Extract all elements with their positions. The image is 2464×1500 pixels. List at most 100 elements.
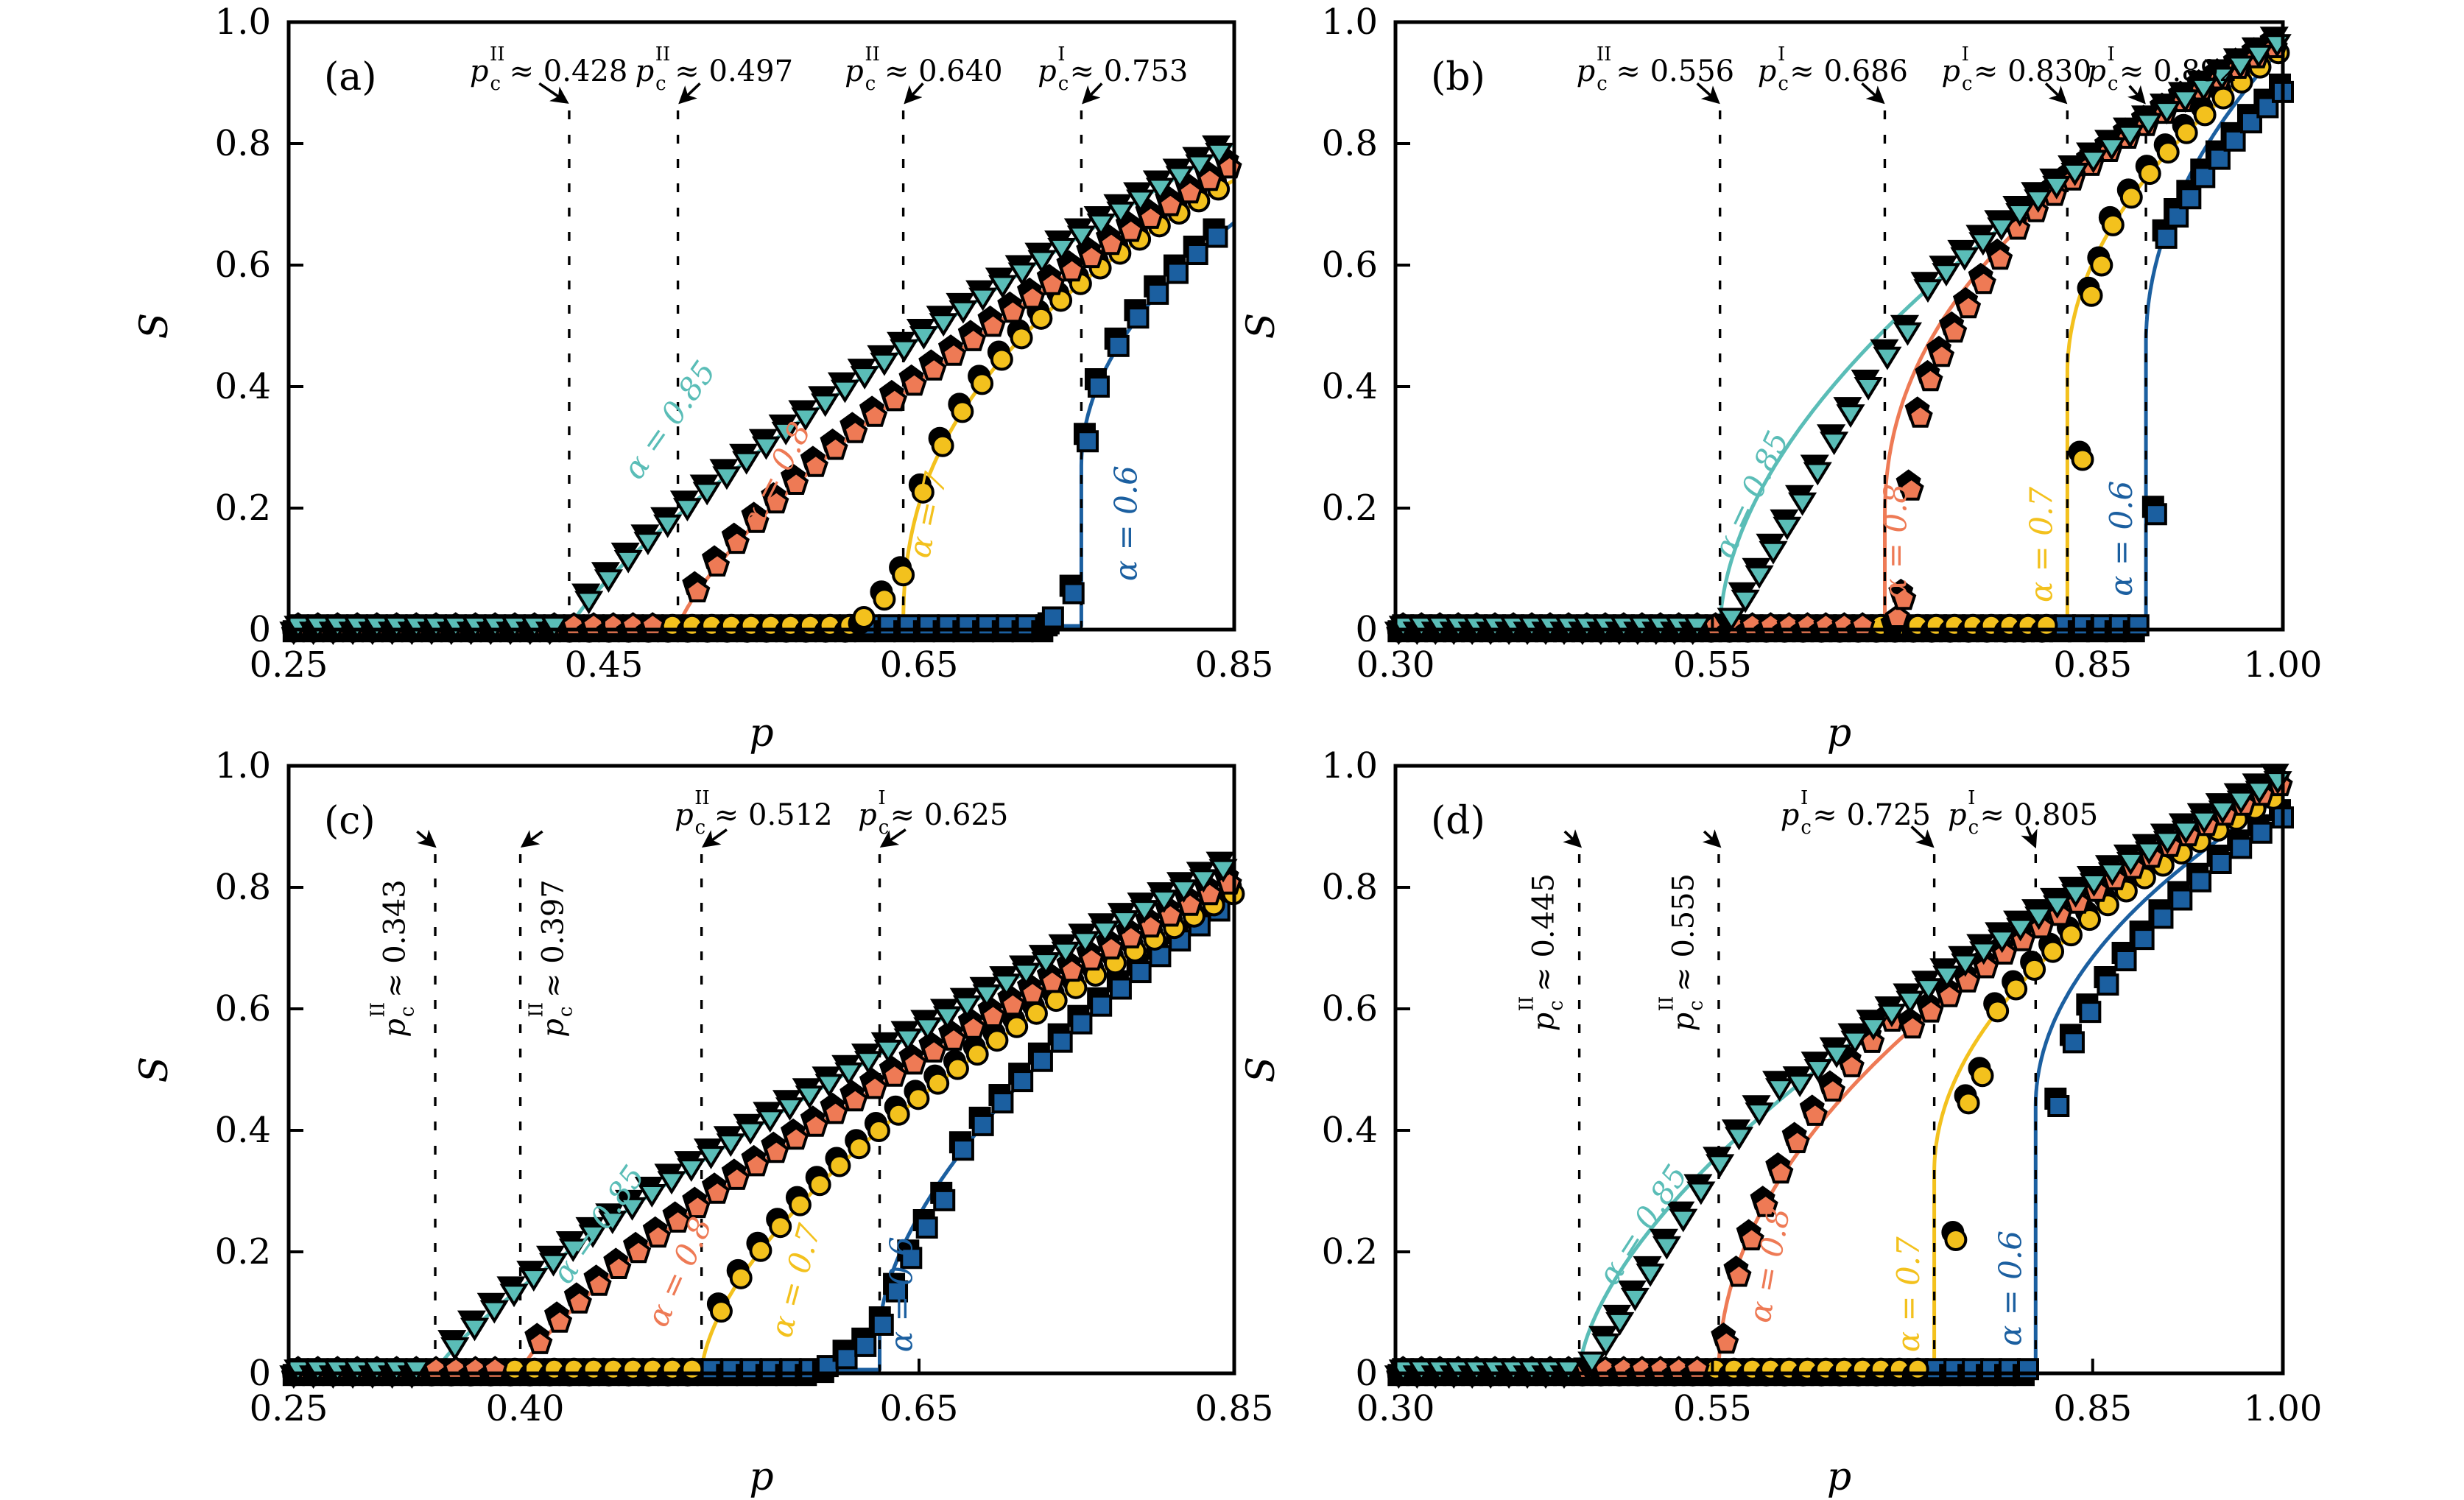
critical-point-label-c-0.512: pcII ≈ 0.512 <box>675 787 832 839</box>
x-tick-label: 0.45 <box>565 644 644 686</box>
y-axis-label: S <box>133 1057 177 1083</box>
annotation-arrow-0.640 <box>904 82 924 105</box>
y-axis-label: S <box>1239 1057 1284 1083</box>
y-tick-label: 1.0 <box>215 1 271 43</box>
critical-lines <box>1563 825 2038 1373</box>
x-tick-label: 0.25 <box>250 644 328 686</box>
y-tick-label: 0.8 <box>215 867 271 908</box>
x-axis-label: p <box>749 711 773 756</box>
critical-lines <box>1696 82 2147 630</box>
critical-point-label-d-0.555: pcII≈ 0.555 <box>1656 873 1708 1031</box>
annotation-arrow-0.753 <box>1082 82 1103 105</box>
critical-point-label-d-0.725: pcI ≈ 0.725 <box>1781 787 1931 839</box>
annotation-arrow-0.445 <box>1563 829 1583 848</box>
annotation-arrow-0.725 <box>1910 825 1935 848</box>
critical-point-label-a-0.497: pcII ≈ 0.497 <box>636 43 793 95</box>
annotation-arrow-0.397 <box>520 830 543 848</box>
critical-point-label-a-0.428: pcII ≈ 0.428 <box>470 43 627 95</box>
x-tick-label: 0.30 <box>1356 644 1435 686</box>
markers-alpha-0.85 <box>1384 764 2292 1390</box>
markers-alpha-0.8 <box>1386 764 2293 1386</box>
panel-a: 0.25 0.45 0.65 0.85 0 0.2 0.4 0.6 0.8 1.0 p S (a) pcI… <box>133 1 1273 756</box>
annotation-arrow-0.555 <box>1702 829 1722 848</box>
y-tick-label: 1.0 <box>1322 745 1378 786</box>
annotation-arrow-0.686 <box>1861 82 1885 105</box>
x-tick-label: 0.30 <box>1356 1388 1435 1429</box>
panel-letter-d: (d) <box>1431 799 1485 843</box>
y-axis-label: S <box>133 313 177 339</box>
axes-box <box>1393 20 2285 632</box>
y-tick-label: 0.8 <box>1322 867 1378 908</box>
panel-d: 0.30 0.55 0.85 1.00 0 0.2 0.4 0.6 0.8 1.0 p S (d) pcI… <box>1239 745 2322 1499</box>
annotation-arrow-0.892 <box>2127 85 2146 105</box>
panel-letter-a: (a) <box>324 55 377 99</box>
x-tick-label: 0.55 <box>1673 1388 1752 1429</box>
annotation-arrow-0.428 <box>538 82 569 104</box>
x-tick-label: 0.25 <box>250 1388 328 1429</box>
x-tick-label: 0.40 <box>486 1388 565 1429</box>
axes-box <box>286 764 1236 1376</box>
critical-point-label-c-0.397: pcII≈ 0.397 <box>525 879 577 1037</box>
curve-label-alpha-0.85: α = 0.85 <box>616 354 723 486</box>
y-axis-label: S <box>1239 313 1284 339</box>
critical-point-label-a-0.640: pcII ≈ 0.640 <box>845 43 1002 95</box>
critical-point-label-b-0.556: pcII ≈ 0.556 <box>1577 43 1734 95</box>
annotation-arrow-0.805 <box>2021 825 2038 849</box>
x-tick-label: 0.65 <box>880 1388 959 1429</box>
panel-c: 0.25 0.40 0.65 0.85 0 0.2 0.4 0.6 0.8 1.0 p S (c) pcI… <box>133 745 1273 1499</box>
y-tick-label: 0.8 <box>215 123 271 164</box>
data-markers <box>1384 764 2294 1390</box>
panel-letter-b: (b) <box>1431 55 1485 99</box>
y-tick-label: 0.4 <box>1322 1110 1378 1151</box>
annotation-arrow-0.512 <box>701 828 728 848</box>
x-axis-label: p <box>1827 1455 1851 1499</box>
y-tick-label: 0.6 <box>1322 988 1378 1029</box>
x-tick-label: 1.00 <box>2244 1388 2323 1429</box>
y-tick-label: 0 <box>1355 1353 1378 1394</box>
panel-b: 0.30 0.55 0.85 1.00 0 0.2 0.4 0.6 0.8 1.0 p S (b) pcI… <box>1239 1 2322 756</box>
x-tick-label: 0.85 <box>1195 1388 1274 1429</box>
y-tick-label: 0.4 <box>1322 366 1378 407</box>
y-tick-label: 0.6 <box>215 244 271 286</box>
panel-letter-c: (c) <box>324 799 376 843</box>
critical-point-label-d-0.805: pcI ≈ 0.805 <box>1948 787 2098 839</box>
curve-label-alpha-0.7: α = 0.7 <box>1890 1236 1926 1352</box>
x-tick-label: 0.55 <box>1673 644 1752 686</box>
curve-label-alpha-0.6: α = 0.6 <box>1108 465 1144 581</box>
x-tick-label: 0.85 <box>2053 1388 2132 1429</box>
annotation-arrow-0.556 <box>1696 82 1720 105</box>
y-tick-label: 0 <box>248 609 271 650</box>
axes-box <box>286 20 1236 632</box>
y-tick-label: 1.0 <box>1322 1 1378 43</box>
curve-label-alpha-0.7: α = 0.7 <box>2024 487 2060 602</box>
annotation-arrow-0.830 <box>2044 82 2068 105</box>
y-tick-label: 0.4 <box>215 366 271 407</box>
curve-label-alpha-0.6: α = 0.6 <box>883 1236 919 1352</box>
y-tick-label: 0.6 <box>1322 244 1378 286</box>
y-tick-label: 0.6 <box>215 988 271 1029</box>
annotation-arrow-0.343 <box>416 829 437 848</box>
critical-point-label-c-0.343: pcII≈ 0.343 <box>367 879 418 1037</box>
y-tick-label: 0.2 <box>1322 487 1378 529</box>
y-tick-label: 1.0 <box>215 745 271 786</box>
curve-label-alpha-0.6: α = 0.6 <box>2103 481 2139 596</box>
x-tick-label: 0.65 <box>880 644 959 686</box>
y-tick-label: 0.2 <box>1322 1231 1378 1272</box>
x-tick-label: 1.00 <box>2244 644 2323 686</box>
y-tick-label: 0.8 <box>1322 123 1378 164</box>
y-tick-label: 0.2 <box>215 1231 271 1272</box>
critical-lines <box>416 828 907 1373</box>
x-tick-label: 0.85 <box>2053 644 2132 686</box>
x-tick-label: 0.85 <box>1195 644 1274 686</box>
markers-alpha-0.85 <box>1384 27 2292 646</box>
critical-point-label-a-0.753: pcI ≈ 0.753 <box>1038 43 1188 95</box>
data-markers <box>279 851 1245 1390</box>
data-markers <box>1384 27 2294 646</box>
curve-label-alpha-0.8: α = 0.8 <box>1878 484 1914 599</box>
annotation-arrow-0.625 <box>879 828 907 848</box>
annotation-arrow-0.497 <box>678 82 701 105</box>
critical-point-label-b-0.892: pcI ≈ 0.892 <box>2087 43 2237 95</box>
y-tick-label: 0.4 <box>215 1110 271 1151</box>
